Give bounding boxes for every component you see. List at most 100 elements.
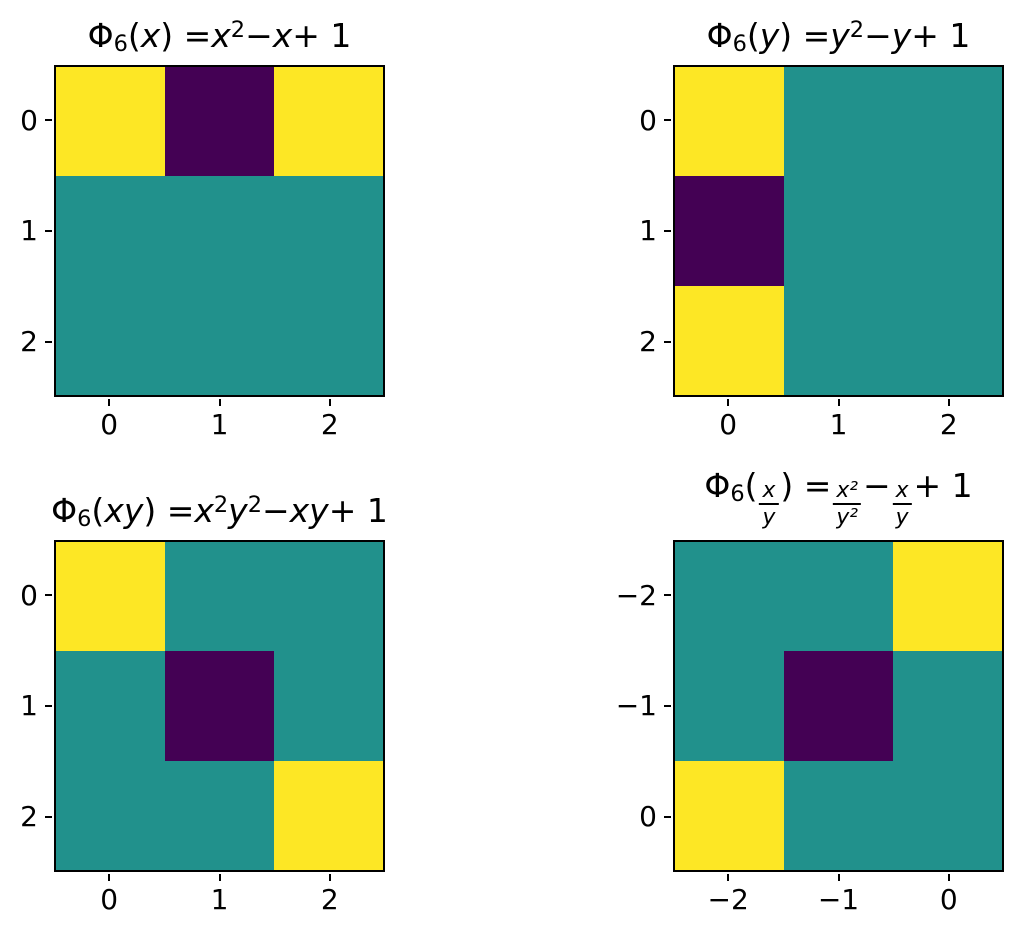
y-tick-mark — [45, 119, 52, 122]
y-tick-mark — [664, 815, 671, 818]
heatmap-cell — [165, 542, 274, 652]
title-math-segment: x — [194, 490, 214, 530]
y-tick-mark — [664, 230, 671, 232]
heatmap-cell — [784, 760, 893, 870]
x-tick-label: 2 — [320, 883, 339, 916]
x-tick-label: 2 — [320, 408, 339, 441]
heatmap-cell — [675, 285, 784, 395]
heatmap-phi6-xy — [54, 540, 385, 872]
title-math-segment: xy — [289, 490, 329, 530]
x-axis-tick-labels: −2 −1 0 — [673, 883, 1004, 916]
y-tick-mark — [664, 119, 671, 122]
y-tick-mark — [664, 594, 671, 597]
x-tick-label: 0 — [719, 408, 738, 441]
title-math-segment: + 1 — [328, 490, 388, 530]
x-tick-label: 1 — [210, 883, 229, 916]
heatmap-cell — [893, 176, 1002, 286]
y-tick-label: 2 — [20, 800, 38, 834]
x-tick-mark — [947, 874, 950, 881]
heatmap-cell — [56, 67, 165, 177]
x-tick-label: 0 — [100, 883, 119, 916]
heatmap-cell — [56, 285, 165, 395]
y-tick-label: −2 — [615, 578, 657, 612]
y-tick-label: 1 — [639, 214, 657, 248]
heatmap-cell — [893, 760, 1002, 870]
heatmap-cell — [165, 651, 274, 761]
title-math-segment: y — [891, 15, 912, 55]
y-tick-label: 1 — [20, 689, 38, 723]
heatmap-cell — [893, 285, 1002, 395]
y-tick-label: −1 — [615, 689, 657, 723]
title-math-segment: Φ — [87, 15, 114, 55]
x-tick-label: 0 — [100, 408, 119, 441]
heatmap-cell — [784, 542, 893, 652]
heatmap-cell — [56, 760, 165, 870]
x-tick-label: −2 — [707, 883, 749, 916]
title-math-segment: Φ — [51, 490, 78, 530]
x-tick-label: 2 — [939, 408, 958, 441]
title-math-segment: ) = — [779, 15, 831, 55]
heatmap-phi6-x — [54, 65, 385, 397]
y-axis-tick-labels: −2 −1 0 — [616, 540, 657, 872]
y-tick-label: 0 — [639, 103, 657, 137]
x-tick-label: 0 — [939, 883, 958, 916]
x-axis-tick-labels: 0 1 2 — [54, 408, 385, 441]
y-tick-mark — [664, 705, 671, 707]
heatmap-cell — [274, 760, 383, 870]
heatmap-cell — [784, 651, 893, 761]
heatmap-cell — [56, 651, 165, 761]
x-tick-mark — [218, 399, 221, 406]
title-math-segment: ( — [746, 15, 760, 55]
x-tick-mark — [328, 399, 331, 406]
y-axis-tick-labels: 0 1 2 — [20, 540, 38, 872]
heatmap-cell — [893, 67, 1002, 177]
y-tick-mark — [664, 340, 671, 343]
title-math-segment: y — [228, 490, 248, 530]
title-math-segment: x — [140, 15, 161, 55]
heatmap-cell — [274, 176, 383, 286]
title-math-segment: y — [830, 15, 850, 55]
heatmap-cell — [165, 67, 274, 177]
y-tick-label: 0 — [639, 800, 657, 834]
title-math-segment: − — [261, 490, 290, 530]
x-axis-tick-labels: 0 1 2 — [673, 408, 1004, 441]
title-math-segment: + 1 — [292, 15, 352, 55]
heatmap-cell — [274, 542, 383, 652]
title-math-segment: Φ — [704, 465, 731, 505]
x-tick-mark — [328, 874, 331, 881]
heatmap-cell — [675, 67, 784, 177]
y-tick-label: 1 — [20, 214, 38, 248]
title-math-segment: Φ — [706, 15, 733, 55]
heatmap-cell — [893, 542, 1002, 652]
title-math-segment: xy — [104, 490, 144, 530]
heatmap-cell — [165, 760, 274, 870]
y-tick-mark — [45, 230, 52, 232]
y-tick-mark — [45, 594, 52, 597]
x-tick-mark — [218, 874, 221, 881]
y-tick-label: 2 — [639, 325, 657, 359]
title-math-segment: − — [245, 15, 273, 55]
heatmap-cell — [56, 542, 165, 652]
heatmap-cell — [56, 176, 165, 286]
y-tick-label: 0 — [20, 103, 38, 137]
y-axis-tick-labels: 0 1 2 — [20, 65, 38, 397]
x-tick-label: 1 — [829, 408, 848, 441]
title-math-segment: y — [759, 15, 780, 55]
title-math-segment: x² y² — [833, 479, 862, 529]
y-tick-mark — [45, 815, 52, 818]
heatmap-cell — [675, 651, 784, 761]
x-tick-mark — [947, 399, 950, 406]
heatmap-cell — [675, 542, 784, 652]
x-tick-mark — [727, 874, 730, 881]
y-tick-label: 0 — [20, 578, 38, 612]
heatmap-cell — [675, 760, 784, 870]
heatmap-cell — [675, 176, 784, 286]
